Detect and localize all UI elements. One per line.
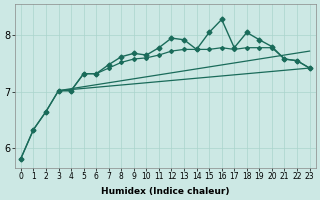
X-axis label: Humidex (Indice chaleur): Humidex (Indice chaleur) bbox=[101, 187, 229, 196]
